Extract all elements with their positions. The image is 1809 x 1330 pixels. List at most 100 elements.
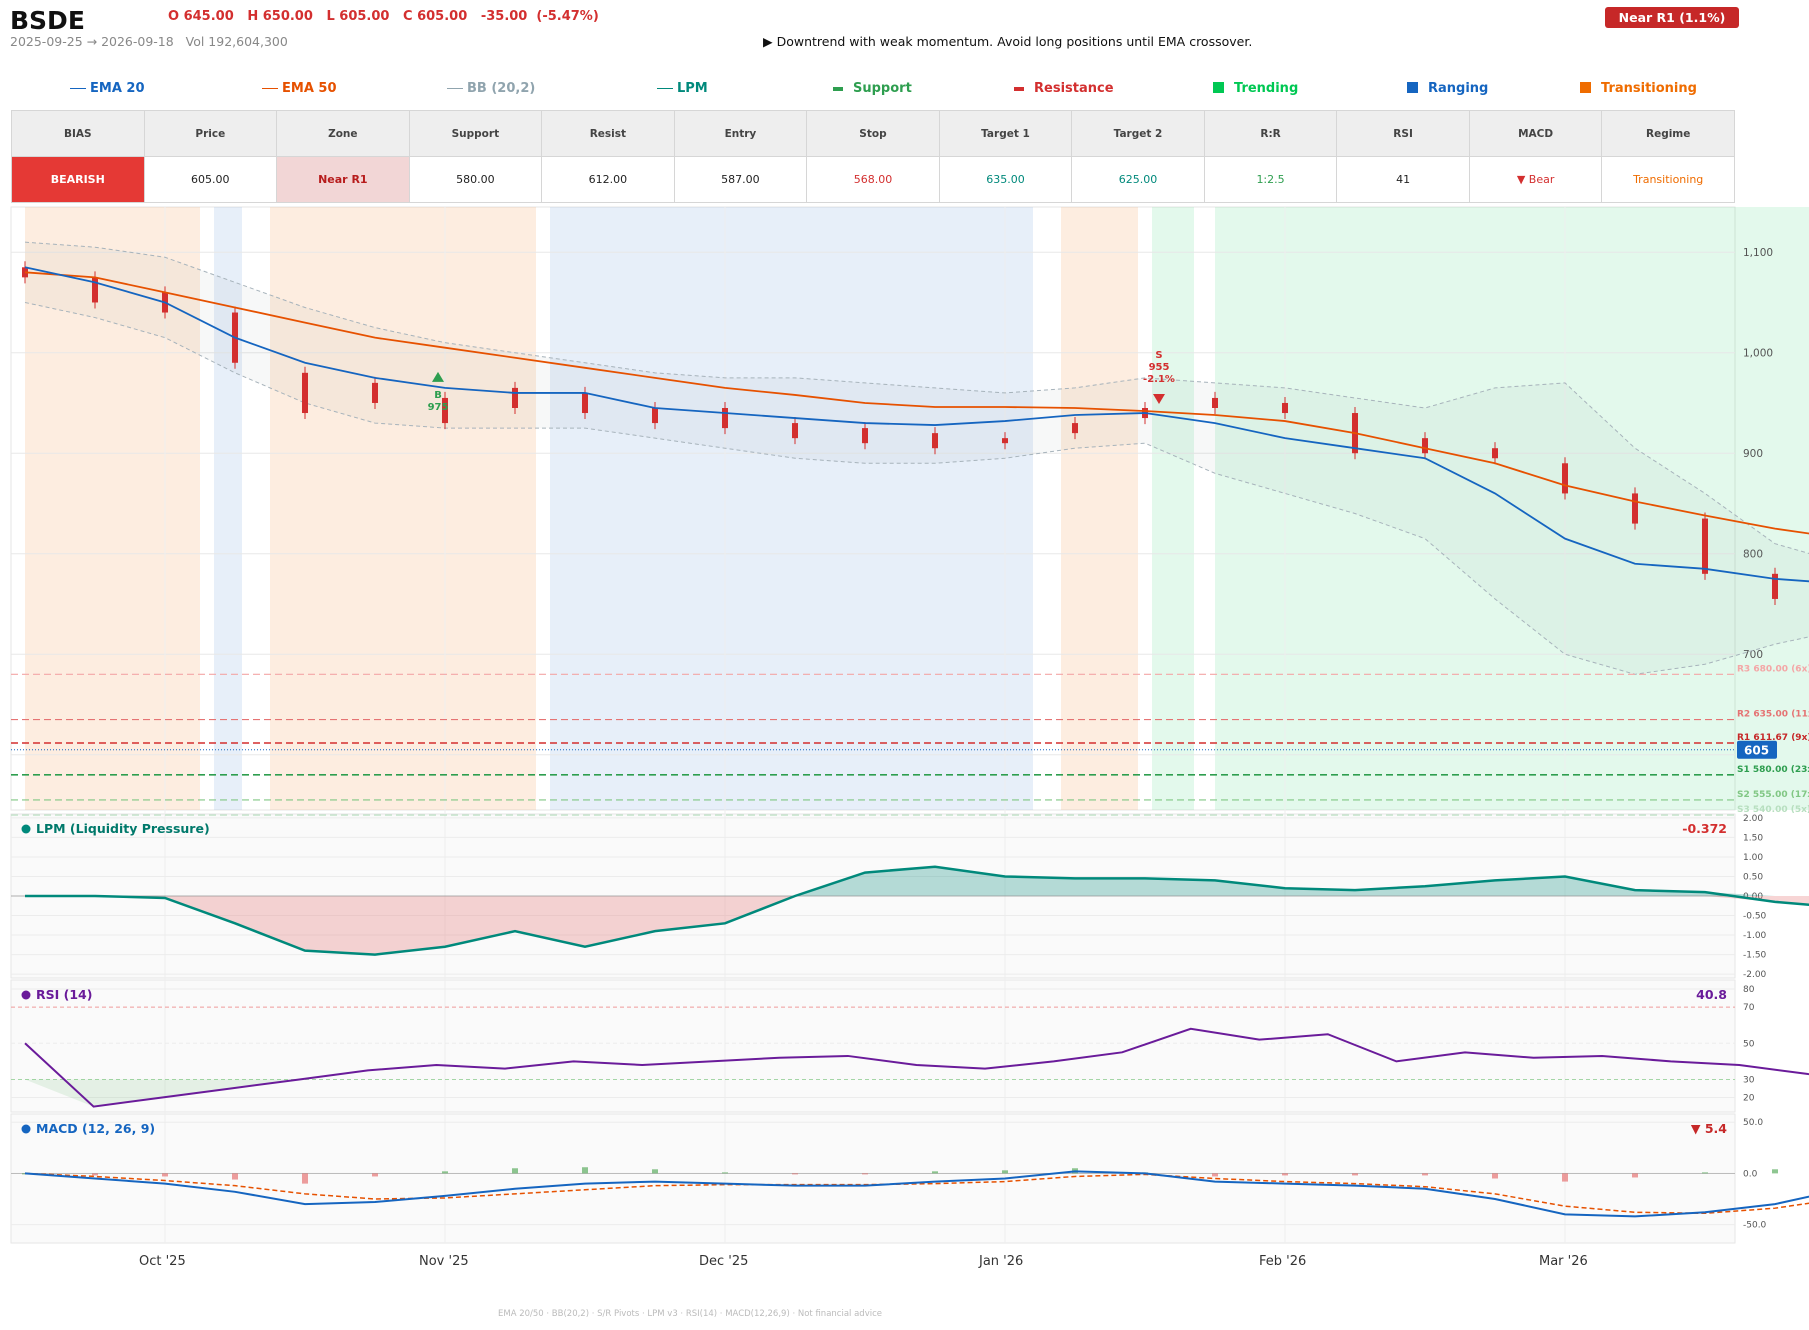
macd-histogram-bar: [1492, 1173, 1498, 1179]
candle-body: [1492, 448, 1498, 459]
x-tick-label: Nov '25: [419, 1254, 469, 1269]
table-header-zone: Zone: [276, 110, 410, 157]
macd-histogram-bar: [862, 1173, 868, 1175]
ema-50-line: [24, 271, 1809, 535]
legend-label: Support: [853, 81, 912, 96]
macd-tick-label: 50.0: [1743, 1118, 1763, 1128]
table-value-resist: 612.00: [541, 156, 675, 203]
level-label-s1: S1 580.00 (23x): [1737, 765, 1809, 775]
table-value-stop: 568.00: [806, 156, 940, 203]
signal-message: ▶ Downtrend with weak momentum. Avoid lo…: [763, 34, 1253, 49]
bollinger-lower-line: [24, 301, 1809, 675]
lpm-title: LPM (Liquidity Pressure): [36, 821, 210, 836]
rsi-tick-label: 50: [1743, 1039, 1755, 1049]
signal-label: 955: [1149, 362, 1170, 373]
table-header-target-1: Target 1: [938, 110, 1073, 157]
lpm-tick-label: 2.00: [1743, 814, 1763, 824]
square-marker-icon: [1407, 82, 1418, 93]
candle-body: [442, 397, 448, 424]
rsi-title: RSI (14): [36, 987, 92, 1002]
macd-histogram-bar: [1632, 1173, 1638, 1178]
price-tick-label: 1,100: [1743, 247, 1773, 259]
summary-table-header: BIAS Price Zone Support Resist Entry Stop Targe…: [11, 110, 1735, 157]
macd-histogram-bar: [1562, 1173, 1568, 1182]
table-value-target-1: 635.00: [938, 156, 1073, 203]
panel-background: [10, 979, 1736, 1113]
table-header-support: Support: [408, 110, 543, 157]
ticker-symbol: BSDE: [10, 6, 85, 35]
macd-title: MACD (12, 26, 9): [36, 1121, 155, 1136]
regime-band-ranging: [550, 207, 1033, 810]
candle-body: [1282, 402, 1288, 414]
legend-label: BB (20,2): [467, 81, 536, 96]
ema-20-line: [24, 266, 1809, 583]
lpm-tick-label: -1.50: [1743, 951, 1767, 961]
ohlc-summary: O 645.00 H 650.00 L 605.00 C 605.00 -35.…: [168, 9, 599, 24]
legend-item-lpm: LPM: [657, 81, 708, 96]
macd-histogram-bar: [92, 1173, 98, 1176]
line-marker-icon: [70, 88, 86, 89]
candle-body: [22, 267, 28, 278]
macd-histogram-bar: [232, 1173, 238, 1180]
table-header-bias: BIAS: [11, 110, 145, 157]
level-label-r2: R2 635.00 (11x): [1737, 710, 1809, 720]
panel-background: [10, 1113, 1736, 1244]
rsi-line: [24, 1027, 1809, 1108]
signal-label: 975: [428, 402, 449, 413]
buy-triangle-icon: [432, 371, 444, 382]
candle-body: [652, 408, 658, 424]
candle-body: [1562, 463, 1568, 494]
table-header-target-2: Target 2: [1071, 110, 1205, 157]
macd-histogram-bar: [1002, 1170, 1008, 1174]
table-value-regime: Transitioning: [1601, 156, 1735, 203]
legend-label: EMA 50: [282, 81, 337, 96]
lpm-tick-label: -2.00: [1743, 970, 1767, 980]
rsi-tick-label: 30: [1743, 1075, 1755, 1085]
macd-histogram-bar: [442, 1171, 448, 1174]
macd-histogram-bar: [1702, 1172, 1708, 1174]
line-marker-icon: [447, 88, 463, 89]
macd-histogram-bar: [162, 1173, 168, 1177]
rsi-tick-label: 20: [1743, 1094, 1755, 1104]
square-marker-icon: [1213, 82, 1224, 93]
x-tick-label: Feb '26: [1259, 1254, 1306, 1269]
macd-histogram-bar: [302, 1173, 308, 1184]
table-value-zone: Near R1: [276, 156, 410, 203]
candle-body: [512, 387, 518, 408]
summary-table: BIAS Price Zone Support Resist Entry Stop Targe…: [11, 110, 1735, 203]
lpm-tick-label: 0.50: [1743, 872, 1763, 882]
legend-item-support: Support: [833, 81, 912, 96]
date-range-volume: 2025-09-25 → 2026-09-18 Vol 192,604,300: [10, 34, 288, 49]
chart-legend: EMA 20 EMA 50 BB (20,2) LPM Support Resistanc…: [0, 81, 1809, 99]
summary-table-values: BEARISH 605.00 Near R1 580.00 612.00 587.00 56…: [11, 156, 1735, 203]
macd-tick-label: 0.0: [1743, 1169, 1758, 1179]
macd-histogram-bar: [652, 1169, 658, 1174]
x-tick-label: Jan '26: [978, 1254, 1023, 1269]
header: BSDE O 645.00 H 650.00 L 605.00 C 605.00…: [0, 0, 1809, 60]
candle-body: [792, 423, 798, 439]
table-value-target-2: 625.00: [1071, 156, 1205, 203]
table-value-rsi: 41: [1336, 156, 1470, 203]
table-header-regime: Regime: [1601, 110, 1735, 157]
price-tick-label: 800: [1743, 549, 1763, 561]
candle-body: [582, 392, 588, 414]
signal-label: -2.1%: [1143, 374, 1175, 385]
last-price-tag: [1737, 740, 1777, 759]
line-marker-icon: [657, 88, 673, 89]
lpm-tick-label: 1.00: [1743, 853, 1763, 863]
footer-note: EMA 20/50 · BB(20,2) · S/R Pivots · LPM …: [497, 1309, 882, 1319]
table-value-entry: 587.00: [673, 156, 808, 203]
lpm-tick-label: 0.00: [1743, 892, 1763, 902]
zone-badge: Near R1 (1.1%): [1605, 7, 1739, 28]
table-header-price: Price: [143, 110, 278, 157]
square-marker-icon: [1580, 82, 1591, 93]
macd-histogram-bar: [512, 1168, 518, 1174]
macd-histogram-bar: [1352, 1173, 1358, 1176]
macd-tick-label: -50.0: [1743, 1221, 1767, 1231]
legend-item-trending: Trending: [1213, 81, 1298, 96]
regime-band-transitioning: [270, 207, 536, 810]
table-value-bias: BEARISH: [11, 156, 145, 203]
regime-band-trending: [1215, 207, 1809, 810]
table-value-macd: ▼ Bear: [1468, 156, 1603, 203]
dash-marker-icon: [833, 86, 843, 91]
